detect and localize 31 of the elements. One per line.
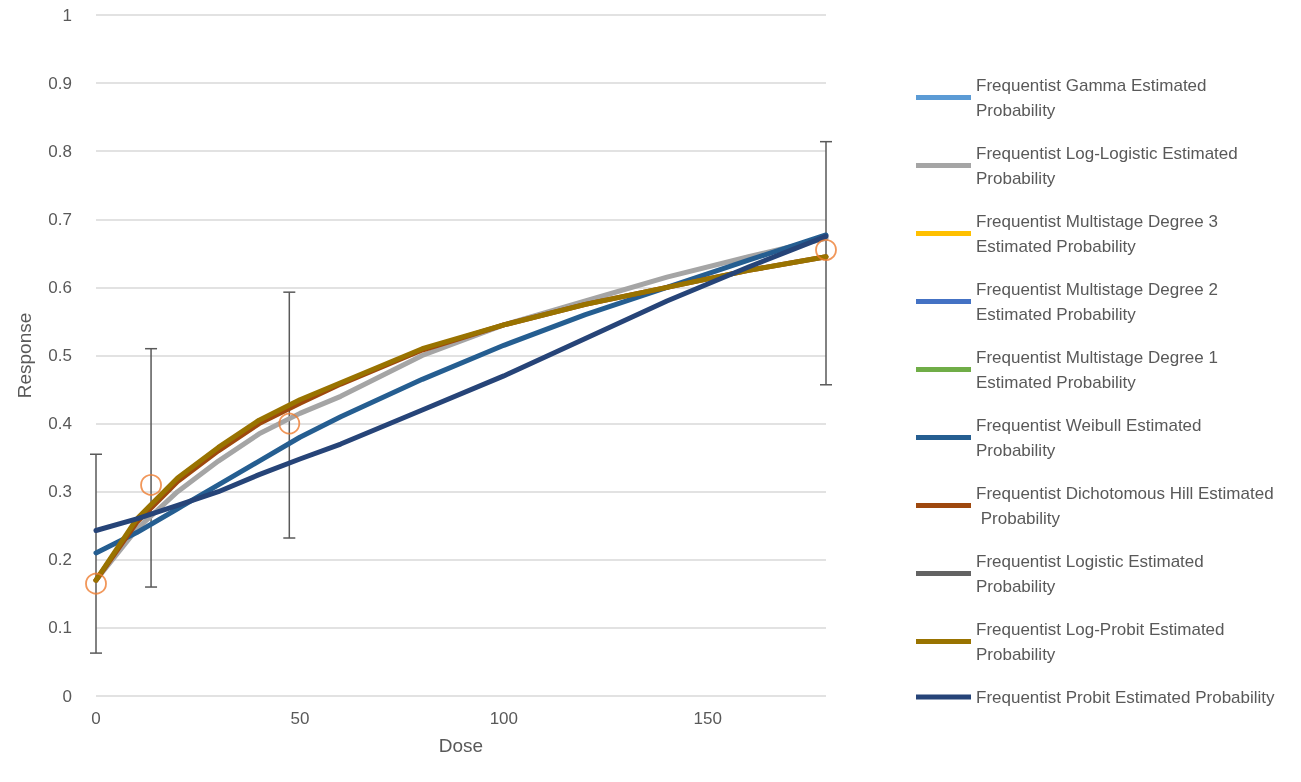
- y-tick-label: 0.5: [48, 346, 72, 365]
- y-tick-label: 0.9: [48, 73, 72, 93]
- y-tick-label: 0.7: [48, 209, 72, 229]
- y-tick-label: 1: [62, 5, 72, 25]
- legend-label: Frequentist Log-Logistic Estimated Probability: [976, 143, 1243, 188]
- legend-label: Frequentist Log-Probit Estimated Probability: [976, 619, 1230, 664]
- legend-label: Frequentist Gamma Estimated Probability: [976, 75, 1212, 120]
- legend-label: Frequentist Multistage Degree 2 Estimated Probability: [976, 279, 1223, 324]
- point: [85, 572, 107, 595]
- y-axis-title: Response: [14, 312, 35, 399]
- legend-label: Frequentist Weibull Estimated Probability: [976, 415, 1207, 460]
- legend-label: Frequentist Multistage Degree 1 Estimated Probability: [976, 347, 1223, 392]
- x-tick-label: 0: [91, 709, 101, 728]
- point: [140, 473, 162, 496]
- x-tick-label: 150: [693, 709, 722, 728]
- y-tick-label: 0.2: [48, 550, 72, 570]
- y-tick-label: 0.6: [48, 277, 72, 297]
- legend-label: Frequentist Dichotomous Hill Estimated Probability: [976, 483, 1274, 528]
- legend-label: Frequentist Probit Estimated Probability: [976, 687, 1276, 707]
- x-axis-title: Dose: [438, 735, 484, 756]
- x-tick-label: 100: [489, 709, 519, 728]
- point: [815, 239, 837, 261]
- x-tick-label: 50: [290, 709, 310, 728]
- y-tick-label: 0: [62, 686, 72, 706]
- y-tick-label: 0.1: [48, 618, 72, 638]
- y-tick-label: 0.4: [48, 414, 72, 434]
- legend-label: Frequentist Multistage Degree 3 Estimated Probability: [976, 211, 1223, 256]
- y-tick-label: 0.8: [48, 141, 72, 161]
- point: [278, 412, 301, 435]
- y-tick-label: 0.3: [48, 482, 72, 502]
- legend-label: Frequentist Logistic Estimated Probability: [976, 551, 1209, 596]
